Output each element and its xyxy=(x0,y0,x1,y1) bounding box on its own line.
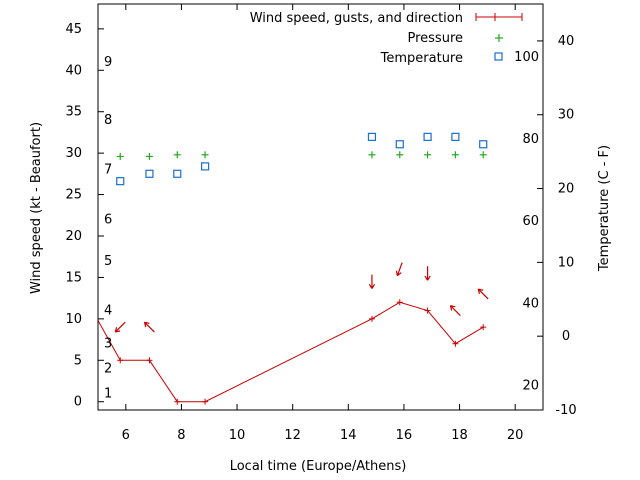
legend-swatch-wind xyxy=(475,13,523,21)
beaufort-label: 8 xyxy=(104,113,112,128)
y2-tick-label: 30 xyxy=(558,108,575,123)
temperature-point xyxy=(395,140,404,149)
y-tick-label: 30 xyxy=(65,146,82,161)
x-tick-label: 14 xyxy=(340,428,357,443)
y-axis-ticks: 0 5 10 15 20 25 30 35 40 45 xyxy=(65,22,104,410)
y2-axis-ticks: -10 0 10 20 30 40 xyxy=(537,34,577,418)
beaufort-label: 4 xyxy=(104,304,112,319)
y-tick-label: 0 xyxy=(74,395,82,410)
legend-label-wind: Wind speed, gusts, and direction xyxy=(250,11,463,26)
temperature-point xyxy=(173,169,182,178)
x-tick-label: 18 xyxy=(451,428,468,443)
temperature-point xyxy=(145,169,154,178)
legend-swatch-pressure xyxy=(495,34,503,42)
beaufort-label: 2 xyxy=(104,362,112,377)
temperature-point xyxy=(423,132,432,141)
wind-direction-arrow xyxy=(449,305,461,316)
fahrenheit-label: 80 xyxy=(522,132,539,147)
temperature-point xyxy=(479,140,488,149)
x-tick-label: 6 xyxy=(122,428,130,443)
temperature-point xyxy=(116,177,125,186)
wind-direction-arrow xyxy=(395,262,403,277)
y-tick-label: 15 xyxy=(65,270,82,285)
beaufort-label: 6 xyxy=(104,212,112,227)
legend-label-pressure: Pressure xyxy=(407,31,463,46)
plot-series xyxy=(98,132,489,405)
wind-direction-arrow xyxy=(114,321,126,333)
y2-tick-label: 40 xyxy=(558,34,575,49)
y-tick-label: 40 xyxy=(65,63,82,78)
beaufort-label: 9 xyxy=(104,55,112,70)
temperature-point xyxy=(367,132,377,141)
wind-direction-arrow xyxy=(143,321,155,333)
fahrenheit-label: 60 xyxy=(522,214,539,229)
beaufort-label: 5 xyxy=(104,254,112,269)
y2-tick-label: -10 xyxy=(555,403,576,418)
y-tick-label: 25 xyxy=(65,188,82,203)
temperature-point xyxy=(200,162,210,171)
beaufort-scale-labels: 1 2 3 4 5 6 7 8 9 xyxy=(104,55,112,401)
y2-axis-label: Temperature (C - F) xyxy=(597,145,612,272)
y2-tick-label: 10 xyxy=(558,255,575,270)
fahrenheit-label: 100 xyxy=(514,50,539,65)
y-tick-label: 20 xyxy=(65,229,82,244)
legend-label-temperature: Temperature xyxy=(380,51,463,66)
wind-series-line xyxy=(98,301,484,403)
x-axis-label: Local time (Europe/Athens) xyxy=(230,459,407,474)
x-tick-label: 8 xyxy=(177,428,185,443)
temperature-point xyxy=(451,132,460,141)
x-tick-label: 20 xyxy=(507,428,524,443)
plot-frame xyxy=(97,3,544,411)
x-tick-label: 10 xyxy=(229,428,246,443)
x-tick-label: 12 xyxy=(284,428,301,443)
beaufort-label: 7 xyxy=(104,163,112,178)
wind-direction-arrow xyxy=(368,274,376,289)
y-tick-label: 10 xyxy=(65,312,82,327)
fahrenheit-label: 40 xyxy=(522,297,539,312)
wind-direction-arrow xyxy=(424,266,431,281)
wind-direction-arrow xyxy=(477,288,489,300)
beaufort-label: 1 xyxy=(104,386,112,401)
legend: Wind speed, gusts, and direction Pressur… xyxy=(250,11,523,66)
y-tick-label: 5 xyxy=(74,353,82,368)
y-axis-label: Wind speed (kt - Beaufort) xyxy=(29,122,44,294)
fahrenheit-scale-labels: 20 40 60 80 100 xyxy=(514,50,539,393)
x-tick-label: 16 xyxy=(396,428,413,443)
x-axis-ticks: 6 8 10 12 14 16 18 20 xyxy=(122,4,524,443)
y-tick-label: 35 xyxy=(65,105,82,120)
beaufort-label: 3 xyxy=(104,337,112,352)
y-tick-label: 45 xyxy=(65,22,82,37)
fahrenheit-label: 20 xyxy=(522,379,539,394)
legend-swatch-temperature xyxy=(494,52,503,61)
y2-tick-label: 0 xyxy=(562,329,570,344)
y2-tick-label: 20 xyxy=(558,182,575,197)
